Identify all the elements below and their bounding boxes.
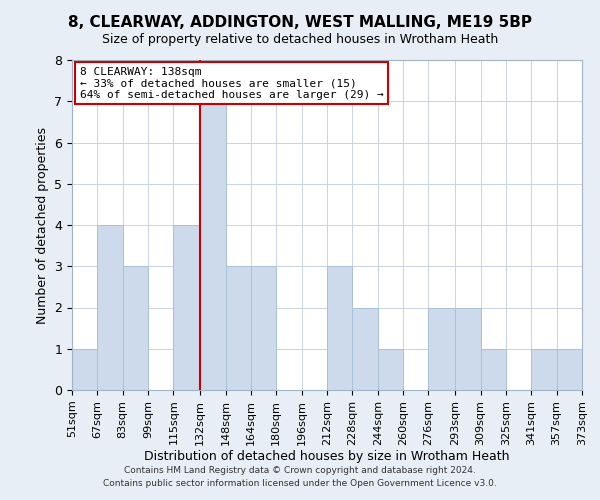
Bar <box>327 266 352 390</box>
Bar <box>173 225 200 390</box>
X-axis label: Distribution of detached houses by size in Wrotham Heath: Distribution of detached houses by size … <box>144 450 510 464</box>
Bar <box>251 266 277 390</box>
Bar <box>481 349 506 390</box>
Bar <box>428 308 455 390</box>
Text: Size of property relative to detached houses in Wrotham Heath: Size of property relative to detached ho… <box>102 32 498 46</box>
Bar <box>377 349 403 390</box>
Bar <box>72 349 97 390</box>
Bar <box>200 101 226 390</box>
Text: 8 CLEARWAY: 138sqm
← 33% of detached houses are smaller (15)
64% of semi-detache: 8 CLEARWAY: 138sqm ← 33% of detached hou… <box>80 66 383 100</box>
Bar <box>532 349 557 390</box>
Bar <box>557 349 582 390</box>
Bar <box>352 308 377 390</box>
Text: Contains HM Land Registry data © Crown copyright and database right 2024.
Contai: Contains HM Land Registry data © Crown c… <box>103 466 497 487</box>
Bar <box>455 308 481 390</box>
Bar <box>97 225 122 390</box>
Y-axis label: Number of detached properties: Number of detached properties <box>36 126 49 324</box>
Bar <box>226 266 251 390</box>
Text: 8, CLEARWAY, ADDINGTON, WEST MALLING, ME19 5BP: 8, CLEARWAY, ADDINGTON, WEST MALLING, ME… <box>68 15 532 30</box>
Bar <box>122 266 148 390</box>
